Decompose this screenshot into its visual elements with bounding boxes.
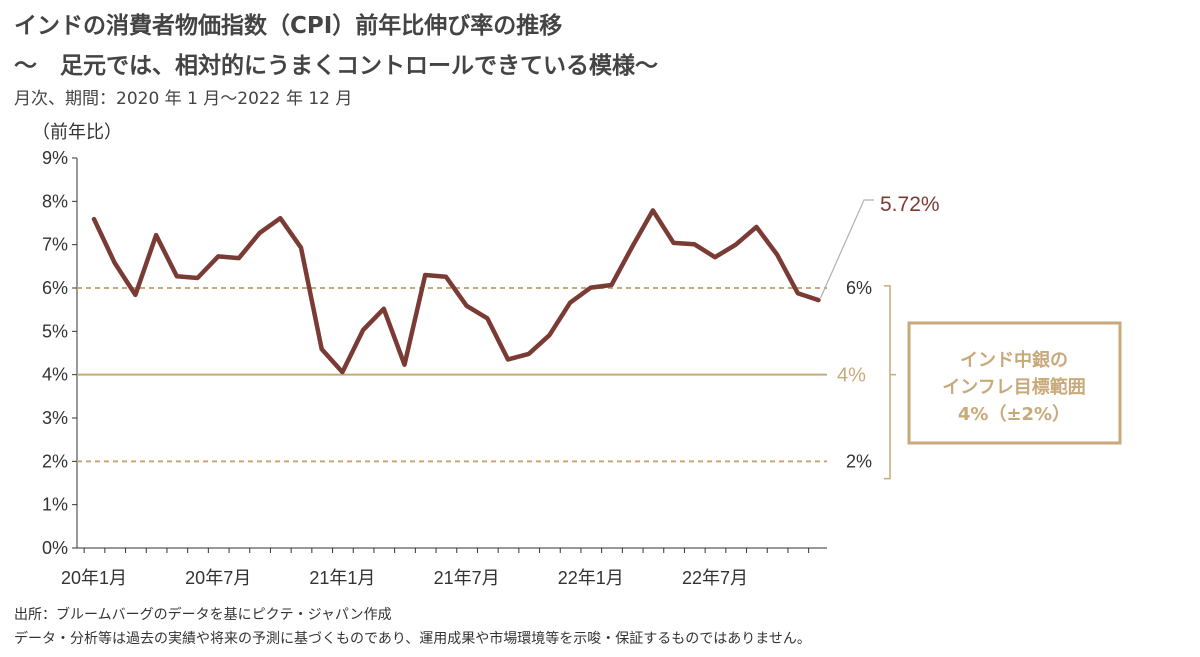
y-axis-label: （前年比） [32, 122, 122, 143]
axes: （前年比） 0% 1% 2% 3% 4% 5% 6% 7% 8% 9% 20年1月 20年7月 21年1月… [32, 122, 827, 588]
series-group [91, 208, 821, 375]
chart-subtitle: ～ 足元では、相対的にうまくコントロールできている模様～ [14, 53, 658, 79]
x-tick-label: 22年7月 [682, 568, 748, 588]
y-tick-label: 1% [42, 495, 68, 515]
y-tick-label: 0% [42, 538, 68, 558]
target-bracket [884, 285, 891, 480]
y-tick-label: 8% [42, 191, 68, 211]
y-tick-label: 4% [42, 365, 68, 385]
target-box-line: インド中銀の [960, 349, 1068, 371]
target-center-label: 4% [837, 365, 866, 387]
target-box-line: インフレ目標範囲 [942, 376, 1085, 398]
cpi-series-line [91, 208, 821, 375]
x-tick-label: 21年7月 [434, 568, 500, 588]
source-note: 出所：ブルームバーグのデータを基にピクテ・ジャパン作成 [14, 607, 392, 623]
x-tick-label: 20年1月 [61, 568, 127, 588]
period-label: 月次、期間：2020 年 1 月～2022 年 12 月 [14, 89, 353, 109]
y-tick-label: 6% [42, 278, 68, 298]
y-tick-label: 7% [42, 235, 68, 255]
disclaimer-note: データ・分析等は過去の実績や将来の予測に基づくものであり、運用成果や市場環境等を… [14, 631, 811, 647]
target-range-box [907, 321, 1122, 445]
x-tick-label: 21年1月 [309, 568, 375, 588]
target-lines [77, 287, 827, 463]
y-tick-label: 2% [42, 451, 68, 471]
target-box-line: 4%（±2%） [958, 404, 1070, 425]
x-tick-label: 22年1月 [558, 568, 624, 588]
y-tick-label: 3% [42, 408, 68, 428]
callout-leader [819, 199, 874, 299]
last-value-label: 5.72% [880, 193, 940, 216]
chart-title: インドの消費者物価指数（CPI）前年比伸び率の推移 [14, 13, 563, 39]
target-upper-label: 6% [846, 278, 872, 298]
y-tick-label: 9% [42, 148, 68, 168]
target-lower-label: 2% [846, 451, 872, 471]
x-tick-label: 20年7月 [185, 568, 251, 588]
y-tick-label: 5% [42, 321, 68, 341]
